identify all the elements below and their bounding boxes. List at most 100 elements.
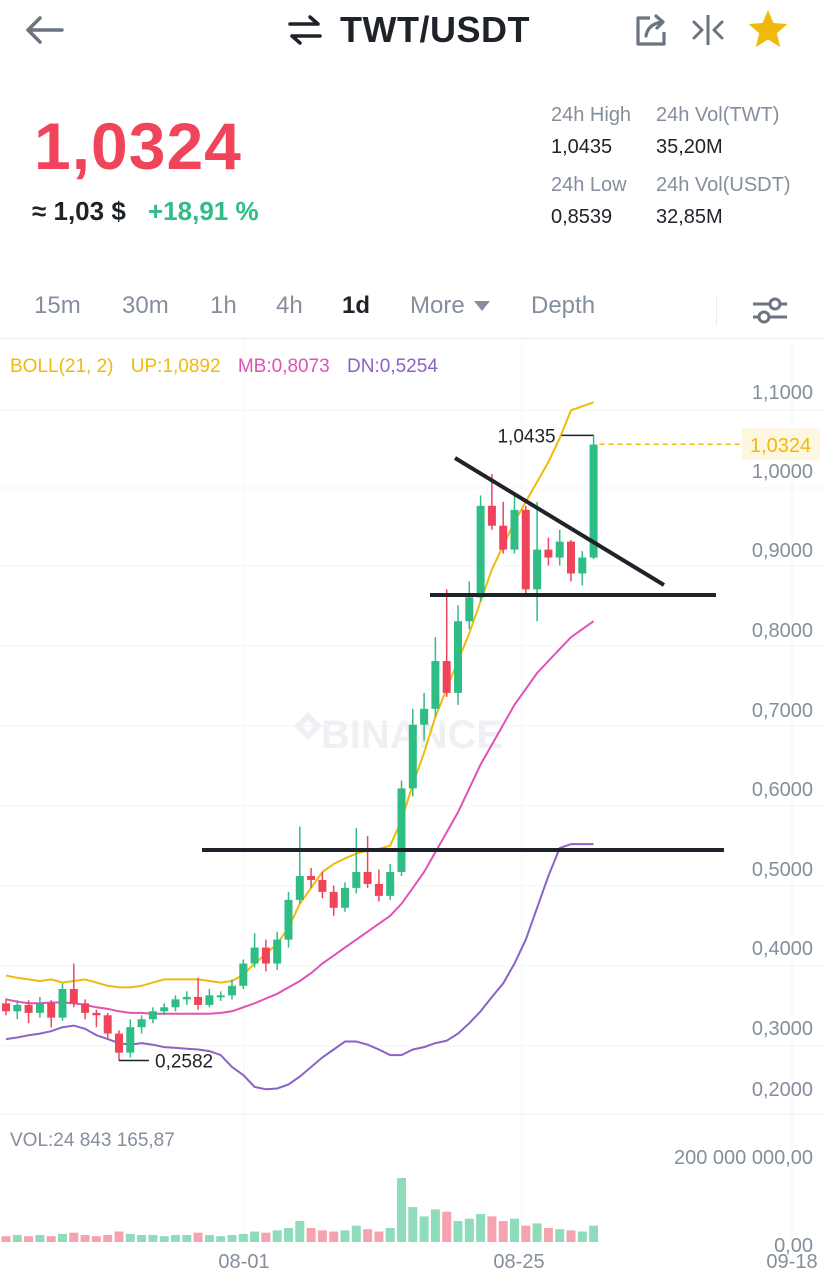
vol-twt-label: 24h Vol(TWT) xyxy=(656,104,780,126)
vol-usdt-label: 24h Vol(USDT) xyxy=(656,174,791,196)
split-view-icon xyxy=(692,15,724,45)
tab-1d[interactable]: 1d xyxy=(342,292,371,319)
candle-body xyxy=(103,1015,112,1034)
candle-body xyxy=(216,995,225,998)
share-icon xyxy=(636,14,666,46)
tabs-separator xyxy=(0,338,824,339)
chart-settings-button[interactable] xyxy=(750,294,790,326)
last-price-tag-text: 1,0324 xyxy=(750,435,811,457)
interval-tabs: 15m 30m 1h 4h 1d More Depth xyxy=(0,284,824,334)
candle-body xyxy=(487,505,496,526)
x-tick-label: 08-25 xyxy=(493,1251,544,1273)
candle xyxy=(533,501,542,622)
split-view-button[interactable] xyxy=(690,12,726,48)
candle-body xyxy=(589,444,598,558)
pair-title: TWT/USDT xyxy=(340,9,530,50)
candle xyxy=(148,1007,157,1024)
tab-more[interactable]: More xyxy=(410,292,491,320)
candle-body xyxy=(69,988,78,1004)
caret-down-icon xyxy=(473,301,490,311)
volume-bar xyxy=(193,1232,203,1242)
candle xyxy=(81,999,90,1020)
candle-body xyxy=(261,947,270,964)
volume-bar xyxy=(182,1235,192,1242)
tab-30m[interactable]: 30m xyxy=(122,292,169,319)
volume-bar xyxy=(487,1216,497,1242)
candle xyxy=(454,605,462,705)
candle xyxy=(261,939,270,972)
tab-4h[interactable]: 4h xyxy=(276,292,303,319)
candle xyxy=(544,537,553,566)
y-tick-label: 0,3000 xyxy=(752,1018,813,1040)
candle-body xyxy=(420,708,429,725)
candle xyxy=(103,1012,112,1040)
candle-body xyxy=(352,871,361,888)
volume-bar xyxy=(510,1218,519,1242)
low-label: 24h Low xyxy=(551,174,627,196)
candle-body xyxy=(284,899,293,940)
volume-bar xyxy=(430,1209,440,1242)
candle xyxy=(510,492,519,554)
candle-body xyxy=(126,1027,135,1053)
candle xyxy=(35,996,44,1018)
candle xyxy=(555,529,564,566)
vol-twt-value: 35,20M xyxy=(656,136,723,158)
volume-bar xyxy=(329,1231,339,1242)
candle xyxy=(521,505,530,594)
pair-selector[interactable]: TWT/USDT xyxy=(286,8,530,52)
candle xyxy=(295,826,304,904)
descending-trendline[interactable] xyxy=(453,456,666,587)
volume-label: VOL:24 843 165,87 xyxy=(10,1130,175,1151)
candle xyxy=(318,871,327,899)
boll-up: UP:1,0892 xyxy=(130,356,221,377)
tab-depth[interactable]: Depth xyxy=(531,292,596,319)
candle xyxy=(465,581,474,630)
candle-body xyxy=(295,875,304,900)
volume-bar xyxy=(24,1236,34,1242)
candle-body xyxy=(521,509,530,590)
tab-1h[interactable]: 1h xyxy=(210,292,237,319)
candle-body xyxy=(24,1004,33,1013)
volume-bar xyxy=(543,1228,553,1242)
volume-bar xyxy=(250,1231,260,1242)
header-bar: TWT/USDT xyxy=(0,0,824,64)
candle xyxy=(487,473,496,530)
volume-bar xyxy=(261,1232,271,1242)
binance-logo-icon xyxy=(294,712,322,740)
high-marker-text: 1,0435 xyxy=(497,426,555,447)
trend-lines xyxy=(202,456,724,852)
volume-bars: 200 000 000,00 0,00 xyxy=(0,1113,824,1257)
price-axis: 1,1000 1,0000 0,9000 0,8000 0,7000 0,6000 0,50… xyxy=(752,382,813,1101)
candle xyxy=(137,1015,146,1034)
favorite-button[interactable] xyxy=(744,6,792,54)
y-tick-label: 0,5000 xyxy=(752,859,813,881)
volume-bar xyxy=(58,1233,67,1242)
share-button[interactable] xyxy=(632,10,672,50)
boll-mb: MB:0,8073 xyxy=(237,356,330,377)
volume-bar xyxy=(476,1214,486,1242)
candle xyxy=(205,988,214,1008)
candle xyxy=(126,1019,135,1058)
volume-bar xyxy=(589,1225,599,1242)
candle xyxy=(69,963,78,1008)
candle xyxy=(420,692,429,741)
candle-body xyxy=(115,1033,123,1053)
candle-body xyxy=(533,549,542,590)
volume-bar xyxy=(555,1229,565,1242)
tab-15m[interactable]: 15m xyxy=(34,292,81,319)
volume-bar xyxy=(227,1235,237,1242)
volume-bar xyxy=(216,1236,226,1242)
volume-bar xyxy=(103,1235,113,1242)
back-button[interactable] xyxy=(22,12,66,48)
last-price: 1,0324 xyxy=(34,109,242,183)
volume-bar xyxy=(1,1236,11,1242)
candle-body xyxy=(228,985,236,996)
volume-bar xyxy=(137,1235,147,1242)
low-marker-text: 0,2582 xyxy=(155,1051,213,1072)
candle-body xyxy=(273,939,282,964)
y-tick-label: 0,8000 xyxy=(752,620,813,642)
candle-body xyxy=(205,995,214,1005)
candle xyxy=(397,780,406,876)
candle xyxy=(160,1003,169,1016)
